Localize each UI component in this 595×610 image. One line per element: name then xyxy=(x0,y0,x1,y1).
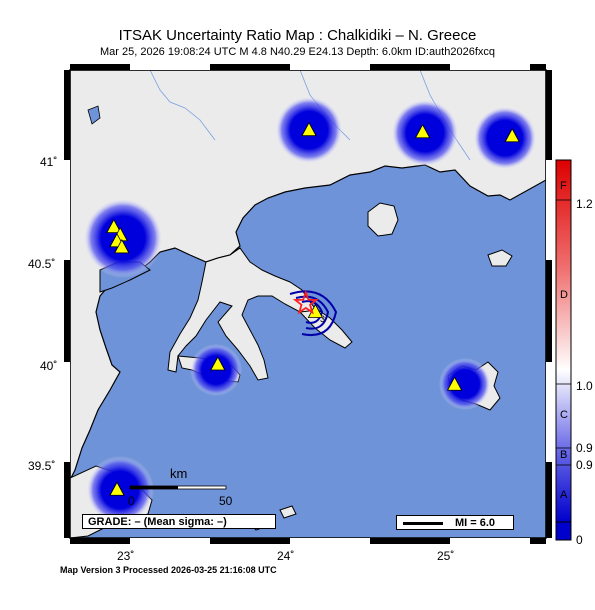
stations-layer xyxy=(106,121,520,496)
map-border-ticks xyxy=(64,64,552,544)
mi-legend-box: MI = 6.0 xyxy=(396,515,514,530)
colorbar-value: 0.9 xyxy=(576,458,593,472)
contour-label: 3 xyxy=(320,314,325,324)
processing-footer: Map Version 3 Processed 2026-03-25 21:16… xyxy=(60,565,277,575)
mi-label: MI = 6.0 xyxy=(455,517,496,529)
grade-letter-b: B xyxy=(560,449,567,461)
station-marker xyxy=(504,127,520,143)
lat-label: 40˚ xyxy=(40,359,57,373)
epicenter-layer xyxy=(292,289,319,315)
uncertainty-blob xyxy=(439,358,491,410)
station-marker xyxy=(414,123,431,139)
station-marker xyxy=(106,218,122,234)
station-marker xyxy=(109,481,125,496)
lon-label: 25˚ xyxy=(437,549,454,563)
station-marker xyxy=(301,121,317,137)
colorbar-value: 0.9 xyxy=(576,441,593,455)
grade-letter-a: A xyxy=(560,489,568,501)
grade-box: GRADE: – (Mean sigma: –) xyxy=(82,514,276,529)
grade-letter-d: D xyxy=(560,289,568,301)
mi-contour-line xyxy=(403,522,443,525)
station-marker xyxy=(114,239,130,254)
lat-label: 40.5˚ xyxy=(28,257,55,271)
colorbar-value: 1.0 xyxy=(576,379,593,393)
samothrace-island xyxy=(487,249,513,267)
uncertainty-blob xyxy=(473,106,537,170)
scale-unit: km xyxy=(170,466,187,481)
colorbar: F D C B A 1.2 1.0 0.9 0.9 0 xyxy=(555,159,593,547)
colorbar-value: 1.2 xyxy=(576,197,593,211)
map-title: ITSAK Uncertainty Ratio Map : Chalkidiki… xyxy=(118,27,477,44)
station-marker xyxy=(210,356,226,371)
lon-label: 24˚ xyxy=(277,549,294,563)
lat-label: 41˚ xyxy=(40,155,57,169)
event-info-subtitle: Mar 25, 2026 19:08:24 UTC M 4.8 N40.29 E… xyxy=(99,46,495,58)
lake xyxy=(87,105,101,125)
colorbar-value: 0 xyxy=(576,533,583,547)
thasos-island xyxy=(367,202,399,237)
grade-letter-f: F xyxy=(560,180,567,192)
lon-label: 23˚ xyxy=(117,549,134,563)
grade-letter-c: C xyxy=(560,409,568,421)
epicenter-star xyxy=(292,289,319,315)
chalkidiki-peninsula xyxy=(167,247,320,381)
lat-label: 39.5˚ xyxy=(28,459,55,473)
station-marker xyxy=(446,376,463,391)
scale-end: 50 xyxy=(219,494,233,508)
scale-start: 0 xyxy=(128,494,135,508)
